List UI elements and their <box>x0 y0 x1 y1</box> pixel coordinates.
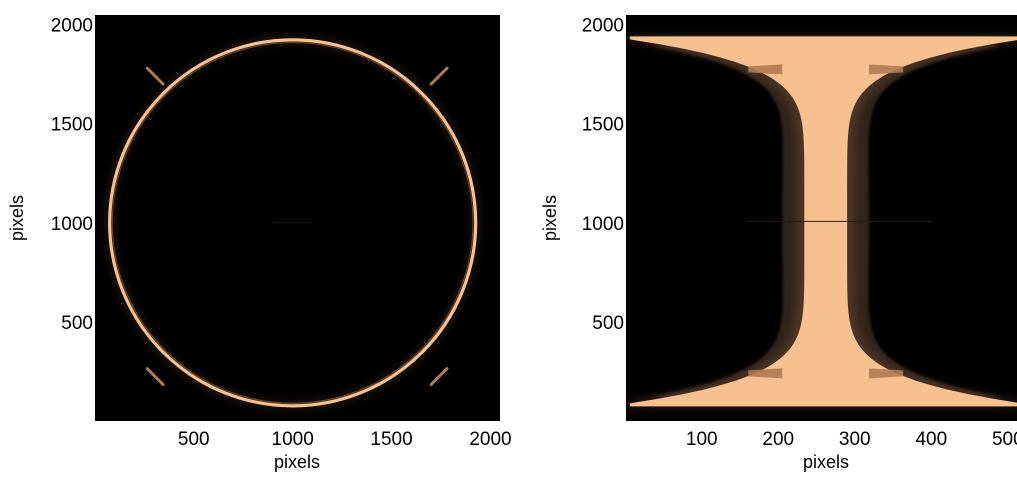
x-tick-label: 2000 <box>469 429 511 450</box>
corner-marks <box>145 66 449 387</box>
y-tick-label: 1500 <box>582 115 624 136</box>
x-tick-label: 500 <box>992 429 1017 450</box>
right-x-ticks: 100 200 300 400 500 <box>686 429 1017 450</box>
x-tick-label: 200 <box>762 429 794 450</box>
fin-mark <box>869 368 904 379</box>
y-tick-label: 500 <box>61 313 93 334</box>
left-panel: 500 1000 1500 2000 500 1000 1500 2000 pixels p… <box>7 15 512 472</box>
fin-mark <box>869 64 904 75</box>
y-tick-label: 1000 <box>51 214 93 235</box>
fin-marks <box>748 64 904 379</box>
x-tick-label: 1500 <box>370 429 412 450</box>
right-y-axis-label: pixels <box>540 195 560 241</box>
corner-mark <box>429 367 449 387</box>
y-tick-label: 1500 <box>51 115 93 136</box>
ring <box>108 38 478 408</box>
y-tick-label: 1000 <box>582 214 624 235</box>
x-tick-label: 400 <box>915 429 947 450</box>
corner-mark <box>145 66 165 86</box>
fin-mark <box>748 64 783 75</box>
right-y-ticks: 500 1000 1500 2000 <box>582 16 624 335</box>
x-tick-label: 1000 <box>272 429 314 450</box>
right-panel: 100 200 300 400 500 500 1000 1500 2000 pixels p… <box>540 15 1017 472</box>
left-y-axis-label: pixels <box>7 195 27 241</box>
fin-mark <box>748 368 783 379</box>
y-tick-label: 500 <box>592 313 624 334</box>
x-tick-label: 300 <box>839 429 871 450</box>
y-tick-label: 2000 <box>582 16 624 37</box>
left-x-axis-label: pixels <box>274 452 320 472</box>
corner-mark <box>145 367 165 387</box>
left-x-ticks: 500 1000 1500 2000 <box>178 429 512 450</box>
x-tick-label: 500 <box>178 429 210 450</box>
y-tick-label: 2000 <box>51 16 93 37</box>
ring-inner-shadow <box>111 41 474 404</box>
corner-mark <box>429 66 449 86</box>
left-y-ticks: 500 1000 1500 2000 <box>51 16 93 335</box>
right-x-axis-label: pixels <box>803 452 849 472</box>
x-tick-label: 100 <box>686 429 718 450</box>
